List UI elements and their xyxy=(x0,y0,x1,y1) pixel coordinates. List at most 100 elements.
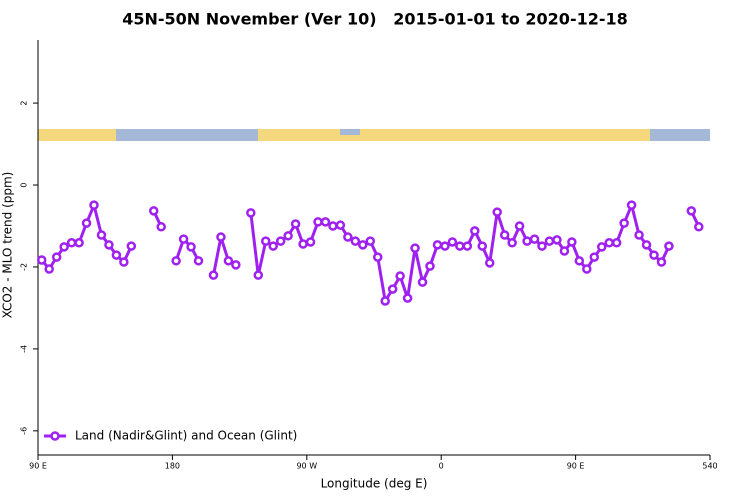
point xyxy=(290,219,301,229)
point xyxy=(544,236,555,246)
point xyxy=(596,242,607,252)
point xyxy=(193,256,204,266)
point xyxy=(686,206,697,216)
point xyxy=(260,236,271,246)
point xyxy=(582,264,592,274)
point xyxy=(148,206,159,216)
point xyxy=(246,208,256,218)
chart-title: 45N-50N November (Ver 10) 2015-01-01 to … xyxy=(122,10,628,29)
point xyxy=(567,237,577,247)
point xyxy=(350,236,361,246)
x-tick-label: 90 E xyxy=(29,462,47,471)
point xyxy=(402,293,413,303)
point xyxy=(425,261,435,271)
point xyxy=(111,250,122,260)
point xyxy=(44,264,54,274)
point xyxy=(268,241,278,251)
point xyxy=(432,240,443,250)
point xyxy=(664,241,674,251)
point xyxy=(462,241,473,251)
point xyxy=(499,230,510,240)
point xyxy=(223,256,234,266)
point xyxy=(492,207,502,217)
x-tick-label: 0 xyxy=(439,462,444,471)
series-line xyxy=(40,200,701,306)
point xyxy=(186,242,196,252)
point xyxy=(320,217,331,227)
point xyxy=(626,200,637,210)
y-tick-label: -4 xyxy=(20,345,29,353)
point xyxy=(74,238,84,248)
point xyxy=(216,232,226,242)
point xyxy=(328,221,338,231)
point xyxy=(171,256,181,266)
point xyxy=(343,232,353,242)
legend-label: Land (Nadir&Glint) and Ocean (Glint) xyxy=(75,429,297,443)
legend-marker xyxy=(50,431,60,441)
point xyxy=(634,230,644,240)
point xyxy=(507,238,517,248)
point xyxy=(59,242,69,252)
point xyxy=(36,255,47,265)
point xyxy=(104,240,114,250)
x-tick-label: 90 W xyxy=(296,462,317,471)
y-tick-label: -2 xyxy=(20,263,29,271)
point xyxy=(253,270,264,280)
point xyxy=(410,243,420,253)
point xyxy=(231,260,241,270)
point xyxy=(470,226,480,236)
point xyxy=(611,238,622,248)
point xyxy=(372,252,383,262)
point xyxy=(156,222,166,232)
x-tick-label: 180 xyxy=(165,462,180,471)
y-tick-label: 0 xyxy=(20,182,29,187)
x-tick-label: 540 xyxy=(702,462,717,471)
point xyxy=(455,241,465,251)
point xyxy=(283,231,293,241)
point xyxy=(641,240,652,250)
point xyxy=(447,237,458,247)
point xyxy=(417,277,428,287)
y-axis-label: XCO2 - MLO trend (ppm) xyxy=(1,172,15,319)
point xyxy=(656,257,667,267)
map-strip xyxy=(38,129,710,141)
point xyxy=(380,296,390,306)
point xyxy=(178,234,189,244)
point xyxy=(365,236,376,246)
point xyxy=(66,238,77,248)
point xyxy=(619,218,629,228)
x-tick-label: 90 E xyxy=(567,462,585,471)
point xyxy=(335,220,346,230)
point xyxy=(440,241,450,251)
point xyxy=(89,200,99,210)
point xyxy=(119,257,129,267)
point xyxy=(208,270,219,280)
point xyxy=(96,230,107,240)
point xyxy=(559,246,570,256)
y-tick-label: -6 xyxy=(20,427,29,435)
point xyxy=(552,235,562,245)
point xyxy=(298,239,308,249)
point xyxy=(484,258,495,268)
point xyxy=(529,234,540,244)
point xyxy=(395,271,405,281)
point xyxy=(305,237,316,247)
point xyxy=(522,236,532,246)
x-axis-label: Longitude (deg E) xyxy=(321,477,428,491)
point xyxy=(514,221,525,231)
point xyxy=(604,238,614,248)
point xyxy=(537,241,547,251)
point xyxy=(275,236,286,246)
point xyxy=(81,218,92,228)
point xyxy=(649,250,659,260)
point xyxy=(126,241,137,251)
point xyxy=(313,217,323,227)
point xyxy=(358,240,368,250)
point xyxy=(387,284,398,294)
y-tick-label: 2 xyxy=(20,101,29,106)
point xyxy=(574,256,585,266)
point xyxy=(694,222,704,232)
point xyxy=(589,252,600,262)
point xyxy=(51,252,62,262)
